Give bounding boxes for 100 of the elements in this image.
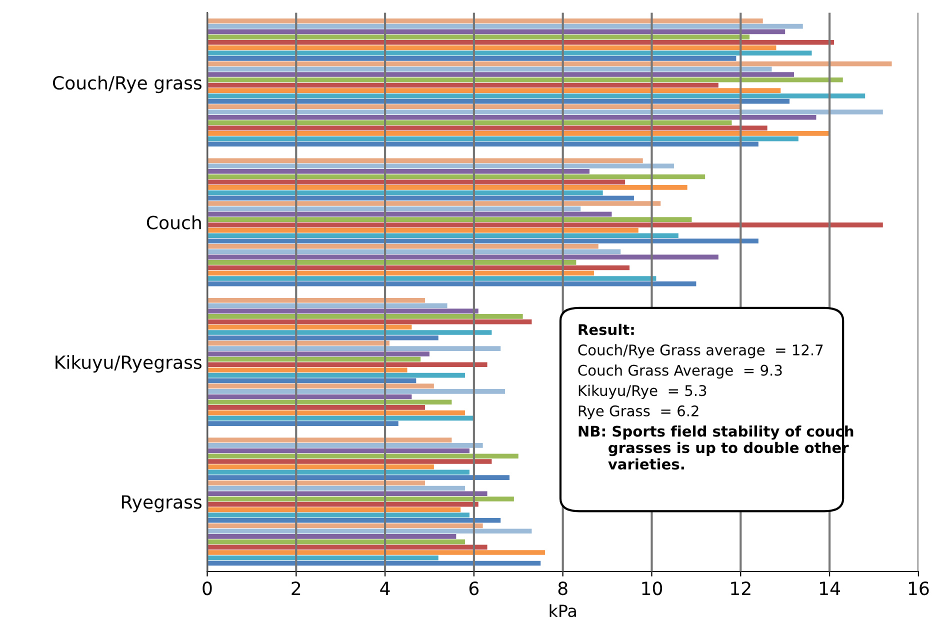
x-tick-label: 12 — [731, 582, 750, 595]
bar — [207, 201, 661, 206]
bar — [207, 416, 474, 421]
y-tick-label: Ryegrass — [122, 495, 202, 512]
bar — [207, 238, 758, 244]
bar — [207, 486, 466, 491]
bar — [207, 276, 656, 281]
bar — [207, 335, 438, 340]
x-tick-label: 14 — [820, 582, 840, 595]
x-tick-label: 0 — [202, 582, 212, 596]
bar — [207, 560, 541, 566]
annotation: Rye Grass = 6.2 — [578, 405, 698, 420]
bar — [207, 405, 426, 410]
bar — [207, 507, 461, 512]
bar — [207, 34, 750, 40]
x-tick-label: 4 — [380, 582, 390, 595]
bar — [207, 352, 430, 356]
bar — [207, 480, 426, 486]
bar — [207, 394, 412, 400]
bar — [207, 260, 576, 265]
bar — [207, 303, 448, 308]
bar — [207, 249, 621, 254]
bar — [207, 88, 781, 93]
annotation: Couch Grass Average = 9.3 — [578, 364, 782, 379]
bar — [207, 72, 794, 77]
bar — [207, 265, 630, 270]
bar — [207, 512, 470, 518]
bar — [207, 142, 758, 147]
bar — [207, 206, 581, 212]
bar — [207, 136, 798, 142]
y-tick-label: Kikuyu/Ryegrass — [56, 355, 202, 373]
bar — [207, 244, 598, 249]
bar — [207, 270, 594, 276]
bar — [207, 523, 483, 528]
y-tick-label: Couch — [146, 215, 201, 230]
bar — [207, 104, 741, 110]
bar — [207, 319, 532, 324]
bar — [207, 50, 812, 56]
bar — [207, 324, 412, 330]
y-tick-label: Couch/Rye grass — [52, 76, 202, 94]
bar — [207, 180, 626, 184]
bar — [207, 378, 416, 384]
bar — [207, 421, 398, 426]
bar — [207, 496, 514, 502]
bar — [207, 40, 834, 45]
x-tick-label: 6 — [469, 582, 479, 596]
bar — [207, 185, 688, 190]
bar — [207, 98, 790, 104]
bar — [207, 314, 523, 319]
bar — [207, 228, 638, 233]
bar — [207, 448, 470, 454]
bar — [207, 384, 434, 388]
bar — [207, 114, 816, 120]
bar — [207, 544, 488, 550]
bar — [207, 464, 434, 470]
bar — [207, 534, 456, 539]
bar — [207, 233, 678, 238]
x-tick-label: 2 — [292, 582, 300, 595]
bar — [207, 190, 603, 196]
bar — [207, 539, 466, 544]
bar — [207, 362, 488, 368]
bar — [207, 212, 612, 217]
x-tick-label: 16 — [908, 582, 929, 596]
bar — [207, 308, 478, 314]
bar — [207, 443, 483, 448]
bar — [207, 222, 883, 228]
annotation: Result: — [578, 324, 634, 336]
bar — [207, 45, 776, 50]
bar — [207, 131, 830, 136]
bar — [207, 298, 426, 303]
bar — [207, 470, 470, 475]
bar — [207, 56, 736, 61]
x-axis-title: kPa — [550, 604, 576, 618]
bar — [207, 168, 590, 174]
bar — [207, 164, 674, 168]
bar — [207, 82, 718, 88]
bar — [207, 217, 692, 222]
bar — [207, 330, 492, 335]
bar — [207, 110, 883, 114]
bar — [207, 340, 390, 346]
bar — [207, 459, 492, 464]
bar — [207, 61, 892, 66]
bar — [207, 24, 803, 29]
bar — [207, 502, 478, 507]
bar — [207, 94, 866, 98]
bar — [207, 346, 501, 351]
x-tick-label: 10 — [642, 582, 662, 596]
annotation: Kikuyu/Rye = 5.3 — [578, 384, 706, 399]
bar — [207, 77, 843, 82]
bar — [207, 555, 438, 560]
x-tick-label: 8 — [558, 582, 568, 596]
bar — [207, 281, 696, 286]
bar — [207, 388, 506, 394]
bar — [207, 491, 488, 496]
bar — [207, 438, 452, 442]
bar — [207, 528, 532, 534]
bar — [207, 454, 518, 459]
bar — [207, 29, 786, 34]
bar — [207, 372, 466, 378]
bar — [207, 18, 763, 24]
